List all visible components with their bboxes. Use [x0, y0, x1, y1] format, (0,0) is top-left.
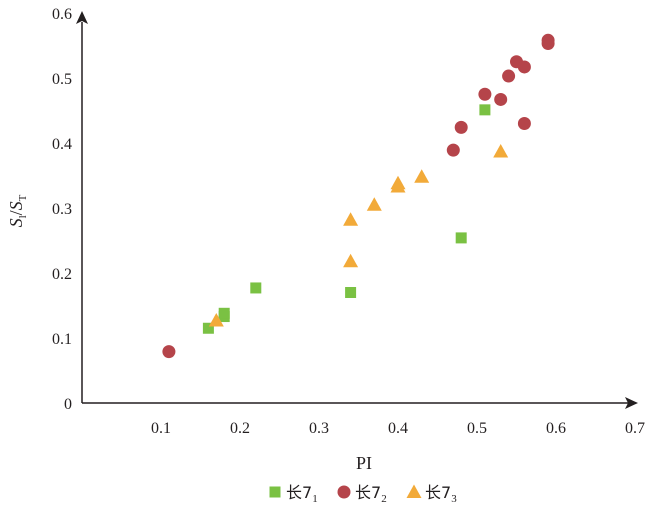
- data-point-square: [202, 322, 214, 334]
- x-tick-label: 0.2: [230, 420, 250, 437]
- x-axis-arrow: [625, 397, 638, 409]
- data-point-circle: [454, 120, 468, 134]
- legend-marker-circle: [337, 485, 351, 499]
- x-ticks: 0.1 0.2 0.3 0.4 0.5 0.6 0.7: [151, 420, 645, 437]
- y-title-sub1: l: [17, 215, 29, 218]
- data-point-circle: [517, 117, 531, 130]
- y-title-base: S: [6, 218, 26, 227]
- legend-marker-square: [269, 486, 281, 498]
- legend-label-sub: 3: [451, 493, 457, 505]
- plot-area: 0.1 0.2 0.3 0.4 0.5 0.6 0.7 00.10.20.30.40.50.…: [52, 6, 645, 437]
- x-tick-label: 0.3: [309, 420, 329, 437]
- data-point-square: [455, 232, 467, 244]
- data-point-circle: [162, 345, 176, 359]
- data-point-triangle: [414, 169, 430, 183]
- data-point-circle: [494, 92, 508, 106]
- data-point-triangle: [493, 143, 509, 158]
- data-point-triangle: [366, 197, 382, 211]
- data-point-square: [218, 307, 230, 319]
- legend-label: 长71: [286, 483, 318, 505]
- legend-label-sub: 2: [381, 493, 387, 505]
- y-ticks: 0 0.1 0.2 0.3 0.4 0.5 0.6: [52, 6, 72, 413]
- y-tick-label: 0.2: [52, 266, 72, 283]
- legend-item: 长72: [337, 483, 387, 505]
- legend-item: 长71: [269, 483, 318, 505]
- y-title-sub2: T: [17, 194, 29, 201]
- legend-label-base: 长7: [355, 483, 381, 502]
- x-axis-title: PI: [356, 453, 372, 473]
- legend: 长71 长72 长73: [269, 483, 457, 505]
- y-title-sep: /: [6, 210, 26, 215]
- legend-label: 长73: [425, 483, 457, 505]
- data-point-circle: [517, 60, 531, 74]
- legend-item: 长73: [406, 483, 457, 505]
- y-tick-label: 0.1: [52, 331, 72, 348]
- data-point-triangle: [208, 312, 224, 327]
- y-title-base2: S: [6, 201, 26, 210]
- y-axis-arrow: [76, 11, 88, 24]
- y-tick-label: 0.4: [52, 136, 72, 153]
- data-point-circle: [478, 87, 492, 101]
- data-point-circle: [446, 143, 460, 157]
- y-axis-title: Sl/ST: [6, 194, 29, 227]
- data-point-circle: [541, 33, 555, 47]
- data-point-square: [250, 282, 262, 294]
- data-point-square: [345, 287, 357, 298]
- legend-label: 长72: [355, 483, 387, 505]
- y-tick-label: 0.3: [52, 201, 72, 218]
- legend-label-sub: 1: [312, 493, 318, 505]
- x-tick-label: 0.6: [546, 420, 566, 437]
- x-tick-label: 0.5: [467, 420, 487, 437]
- y-tick-label: 0.5: [52, 71, 72, 88]
- data-point-triangle: [343, 253, 359, 268]
- legend-label-base: 长7: [286, 483, 312, 502]
- data-point-square: [479, 104, 491, 116]
- data-point-triangle: [390, 175, 406, 190]
- data-point-circle: [502, 69, 516, 83]
- x-tick-label: 0.7: [625, 420, 645, 437]
- legend-marker-triangle: [406, 484, 422, 498]
- legend-label-base: 长7: [425, 483, 451, 502]
- data-point-triangle: [343, 212, 359, 226]
- data-points: [162, 33, 555, 359]
- x-tick-label: 0.4: [388, 420, 408, 437]
- y-tick-label: 0: [64, 396, 72, 413]
- y-tick-label: 0.6: [52, 6, 72, 23]
- x-tick-label: 0.1: [151, 420, 171, 437]
